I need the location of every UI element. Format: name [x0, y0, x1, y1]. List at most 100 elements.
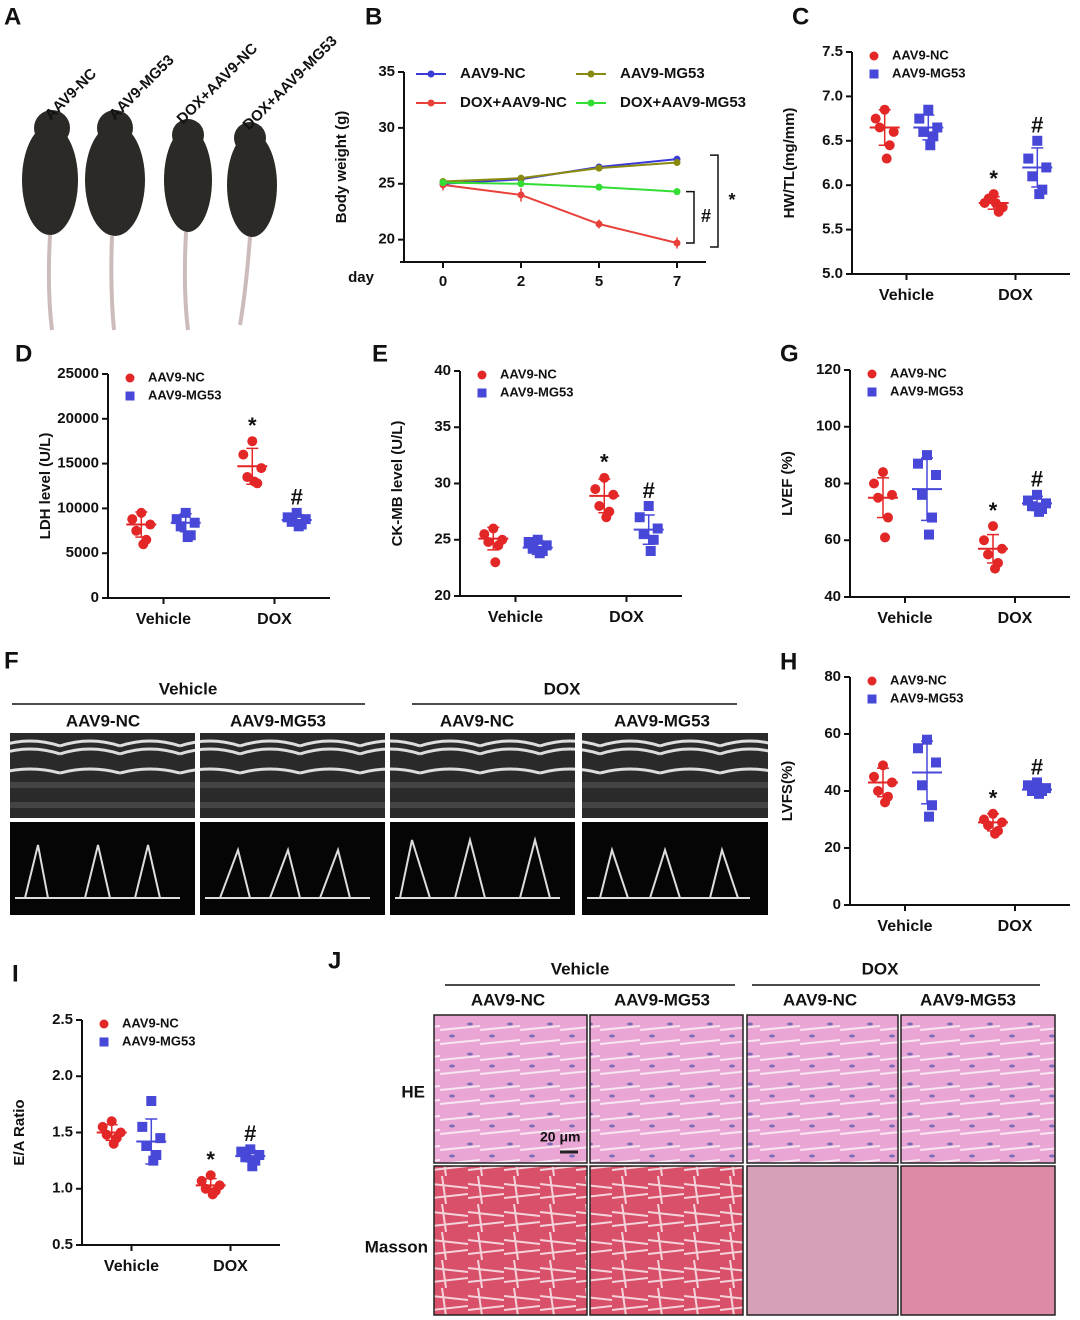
- data-point: [247, 1161, 258, 1172]
- data-point: [151, 1150, 162, 1160]
- data-point: [979, 535, 989, 546]
- y-tick-label: 20: [378, 231, 395, 248]
- data-point: [590, 484, 601, 495]
- y-tick-label: 6.0: [822, 176, 843, 193]
- column-label: AAV9-MG53: [614, 990, 710, 1009]
- data-point: [534, 548, 545, 559]
- data-point: [247, 436, 258, 447]
- bracket-label: #: [701, 206, 711, 226]
- data-point: [245, 1144, 256, 1155]
- histology-images: [433, 1014, 1056, 1316]
- legend-marker: [869, 69, 879, 79]
- legend-label: AAV9-MG53: [892, 65, 965, 80]
- bracket: [686, 190, 695, 244]
- data-point: [146, 1096, 157, 1106]
- y-axis-label: E/A Ratio: [11, 1099, 28, 1165]
- x-tick-label: DOX: [998, 610, 1033, 627]
- series-line: [442, 183, 678, 244]
- data-point: [1027, 786, 1037, 796]
- legend-label: AAV9-NC: [460, 65, 526, 82]
- y-tick-label: 40: [824, 588, 841, 605]
- column-label: AAV9-NC: [440, 711, 514, 730]
- data-point: [923, 104, 934, 115]
- data-point: [101, 1129, 112, 1140]
- y-tick-label: 7.5: [822, 43, 843, 60]
- data-point: [645, 546, 656, 556]
- legend-label: AAV9-NC: [890, 672, 947, 687]
- legend-label: AAV9-NC: [892, 47, 949, 62]
- bracket-label: *: [728, 190, 735, 210]
- y-tick-label: 35: [434, 418, 451, 435]
- legend-marker: [587, 99, 595, 107]
- x-tick-label: Vehicle: [488, 609, 543, 626]
- y-tick-label: 2.5: [52, 1011, 73, 1028]
- data-point: [918, 126, 929, 137]
- data-point: [171, 514, 182, 525]
- legend-label: DOX+AAV9-MG53: [620, 94, 746, 111]
- column-label: AAV9-MG53: [614, 711, 710, 730]
- y-tick-label: 30: [434, 474, 451, 491]
- legend-label: AAV9-NC: [122, 1015, 179, 1030]
- y-axis-label: CK-MB level (U/L): [389, 421, 406, 547]
- data-point: [913, 743, 923, 754]
- data-point: [870, 113, 881, 124]
- y-axis-label: LVFS(%): [779, 761, 796, 822]
- legend-marker: [125, 373, 135, 383]
- legend-label: DOX+AAV9-NC: [460, 94, 567, 111]
- y-tick-label: 5.5: [822, 221, 843, 238]
- x-tick-label: 5: [595, 273, 603, 290]
- data-point: [293, 521, 304, 532]
- marker: [673, 239, 681, 247]
- data-point: [256, 463, 267, 474]
- x-tick-label: 7: [673, 273, 681, 290]
- y-tick-label: 25000: [57, 365, 99, 382]
- x-tick-label: Vehicle: [877, 918, 932, 935]
- panel-letter: E: [372, 340, 388, 367]
- marker: [595, 164, 603, 172]
- legend-marker: [99, 1037, 109, 1047]
- y-tick-label: 15000: [57, 455, 99, 472]
- data-point: [180, 507, 191, 518]
- data-point: [1032, 135, 1043, 146]
- y-tick-label: 60: [824, 725, 841, 742]
- data-point: [108, 1138, 119, 1149]
- legend-label: AAV9-MG53: [890, 690, 963, 705]
- panel-letter: B: [365, 3, 382, 30]
- panel-letter: D: [15, 340, 32, 367]
- significance-mark: *: [600, 450, 609, 475]
- data-point: [155, 1133, 166, 1144]
- y-tick-label: 0.5: [52, 1236, 73, 1253]
- legend-marker: [587, 70, 595, 78]
- data-point: [175, 521, 186, 532]
- legend-marker: [867, 369, 877, 379]
- legend-marker: [867, 676, 877, 686]
- panel-letter: I: [12, 960, 19, 987]
- y-tick-label: 0: [91, 589, 99, 606]
- significance-mark: #: [1031, 467, 1043, 492]
- significance-mark: #: [1031, 754, 1043, 779]
- data-point: [1034, 506, 1044, 517]
- data-point: [1023, 153, 1034, 164]
- data-point: [869, 478, 879, 489]
- y-tick-label: 10000: [57, 499, 99, 516]
- data-point: [250, 1155, 261, 1166]
- data-point: [608, 489, 619, 500]
- data-point: [988, 521, 998, 532]
- panel-letter: J: [328, 947, 341, 974]
- series-line: [442, 181, 678, 193]
- significance-mark: #: [244, 1121, 256, 1146]
- data-point: [182, 532, 193, 543]
- echo-images: [10, 733, 768, 915]
- data-point: [286, 516, 297, 527]
- column-label: AAV9-MG53: [920, 990, 1016, 1009]
- legend-label: AAV9-MG53: [148, 387, 221, 402]
- x-tick-label: DOX: [998, 918, 1033, 935]
- scale-bar-label: 20 μm: [540, 1129, 580, 1145]
- data-point: [873, 786, 883, 796]
- marker: [517, 180, 525, 188]
- significance-mark: *: [989, 786, 998, 811]
- data-point: [207, 1189, 218, 1200]
- y-tick-label: 0: [833, 896, 841, 913]
- y-axis-label: Body weight (g): [333, 111, 350, 224]
- marker: [595, 220, 603, 228]
